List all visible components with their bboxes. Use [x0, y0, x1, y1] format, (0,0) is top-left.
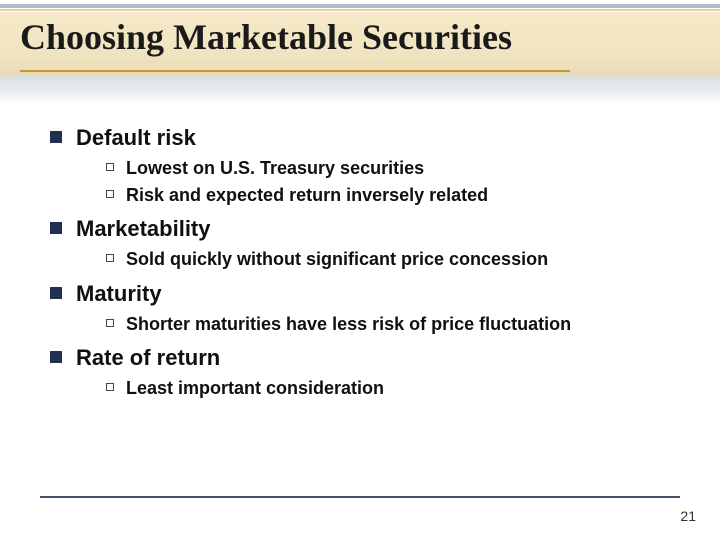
square-bullet-icon — [50, 351, 62, 363]
list-subitem: Risk and expected return inversely relat… — [106, 184, 680, 207]
list-item: Marketability — [50, 216, 680, 242]
list-subitem-label: Shorter maturities have less risk of pri… — [126, 313, 571, 336]
list-item: Maturity — [50, 281, 680, 307]
list-subitem: Least important consideration — [106, 377, 680, 400]
hollow-square-bullet-icon — [106, 383, 114, 391]
list-subitem-label: Least important consideration — [126, 377, 384, 400]
hollow-square-bullet-icon — [106, 163, 114, 171]
slide-title: Choosing Marketable Securities — [20, 18, 700, 58]
page-number: 21 — [680, 508, 696, 524]
list-item-label: Rate of return — [76, 345, 220, 371]
slide-body: Default risk Lowest on U.S. Treasury sec… — [50, 115, 680, 480]
list-item-label: Default risk — [76, 125, 196, 151]
top-accent-bar — [0, 4, 720, 8]
footer-divider — [40, 496, 680, 498]
hollow-square-bullet-icon — [106, 254, 114, 262]
list-item: Rate of return — [50, 345, 680, 371]
list-subitem-label: Lowest on U.S. Treasury securities — [126, 157, 424, 180]
list-item-label: Maturity — [76, 281, 162, 307]
title-underline — [20, 70, 570, 72]
list-subitem: Sold quickly without significant price c… — [106, 248, 680, 271]
list-item-label: Marketability — [76, 216, 211, 242]
slide: Choosing Marketable Securities Default r… — [0, 0, 720, 540]
list-subitem: Lowest on U.S. Treasury securities — [106, 157, 680, 180]
top-accent-bar-2 — [0, 9, 720, 11]
list-item: Default risk — [50, 125, 680, 151]
list-subitem-label: Sold quickly without significant price c… — [126, 248, 548, 271]
hollow-square-bullet-icon — [106, 319, 114, 327]
square-bullet-icon — [50, 222, 62, 234]
hollow-square-bullet-icon — [106, 190, 114, 198]
square-bullet-icon — [50, 131, 62, 143]
list-subitem: Shorter maturities have less risk of pri… — [106, 313, 680, 336]
list-subitem-label: Risk and expected return inversely relat… — [126, 184, 488, 207]
square-bullet-icon — [50, 287, 62, 299]
